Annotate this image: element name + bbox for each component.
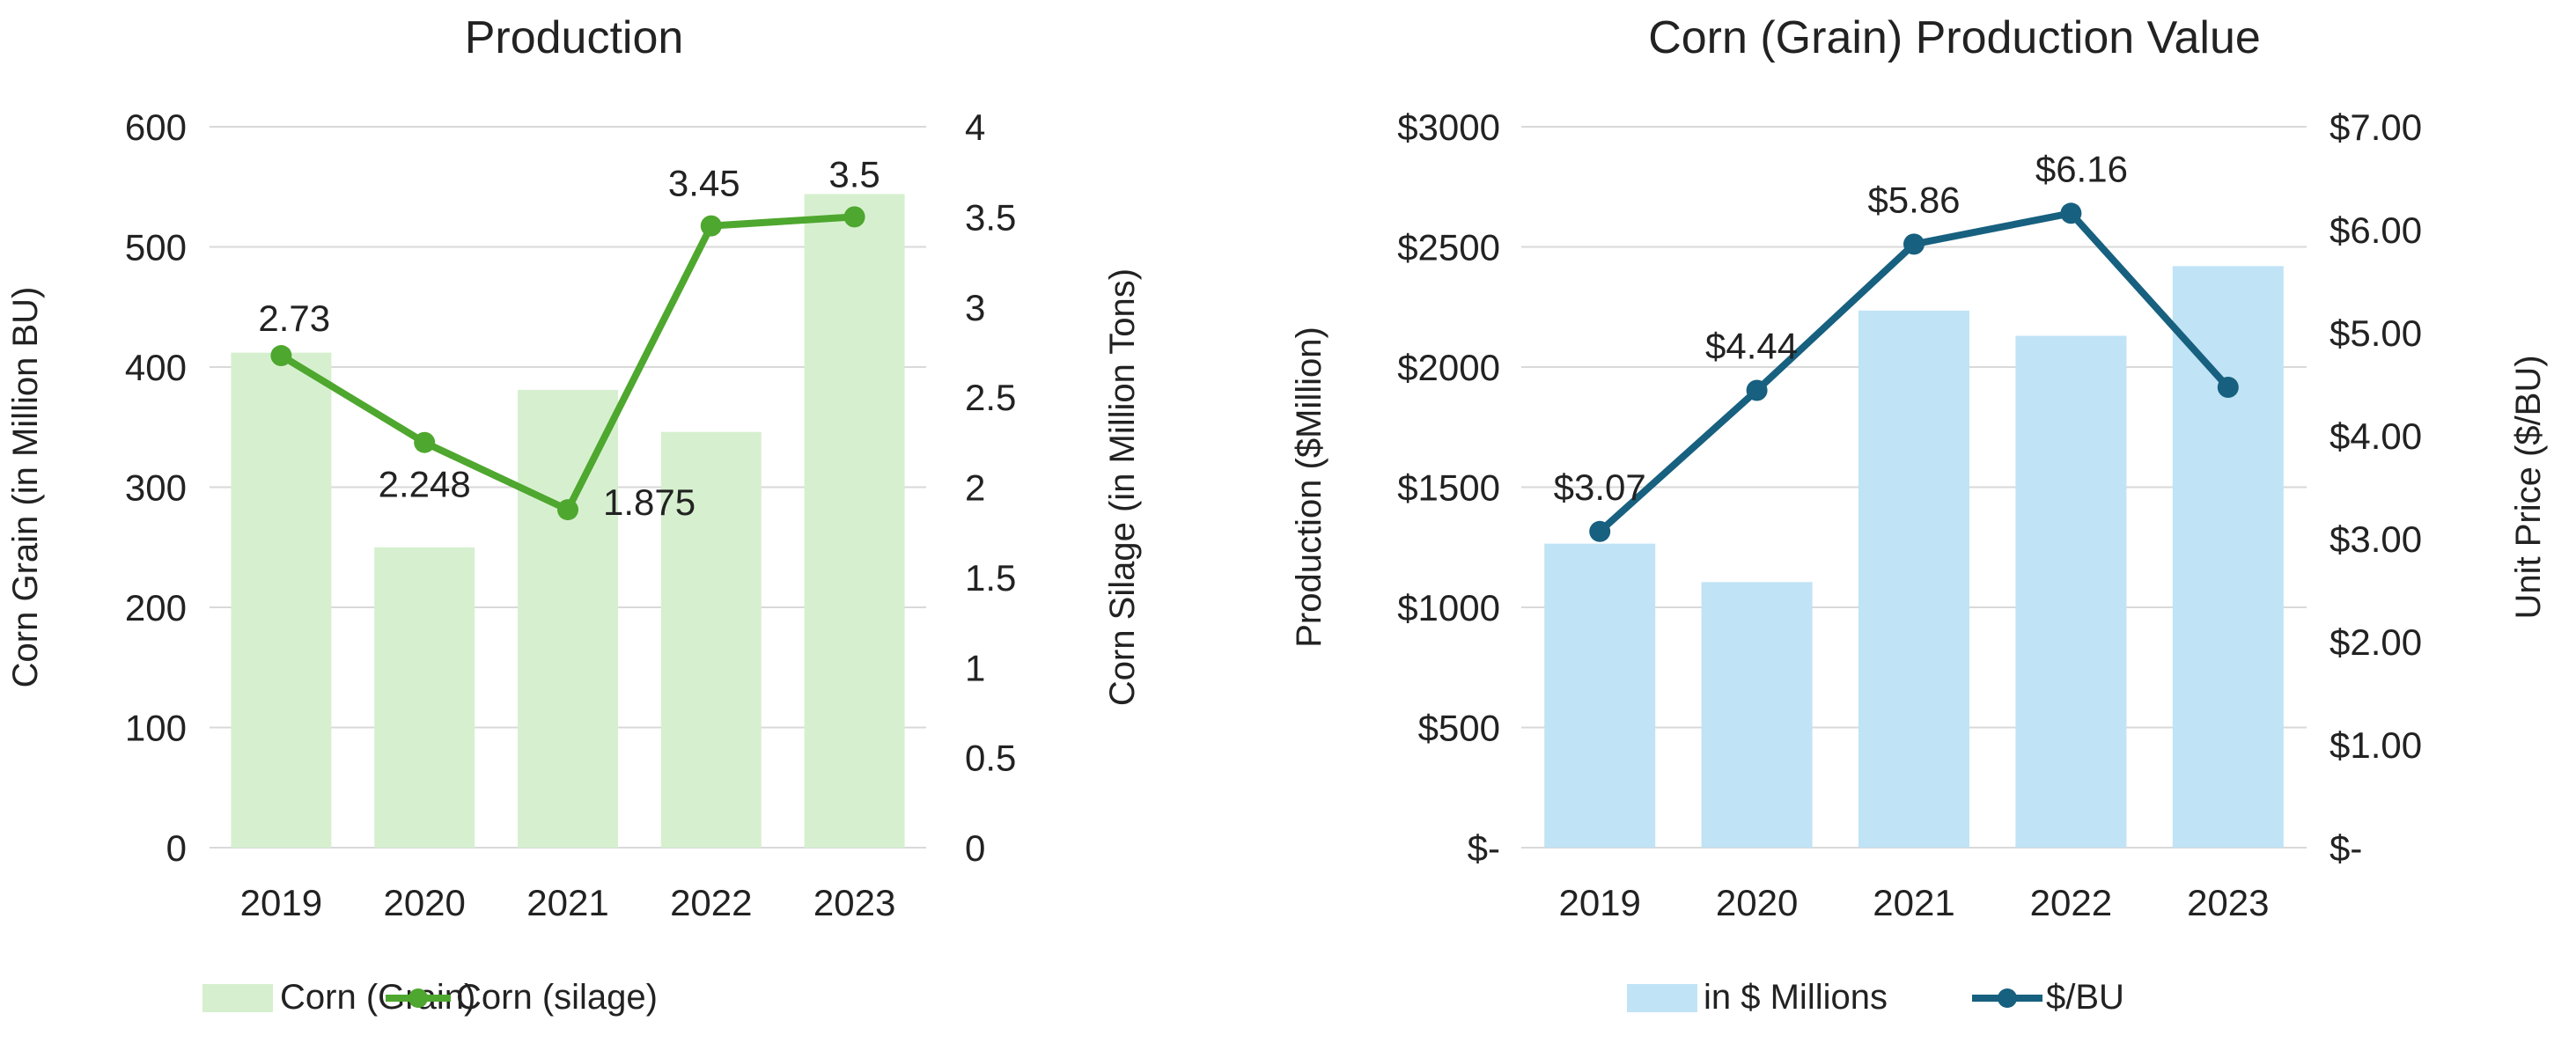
legend-line-marker (408, 988, 428, 1008)
right-axis-tick: 3.5 (965, 196, 1016, 238)
chart-title: Corn (Grain) Production Value (1648, 12, 2261, 63)
line-point (557, 499, 578, 521)
right-axis-tick: $6.00 (2329, 209, 2422, 251)
legend-bar-swatch (202, 984, 273, 1012)
legend-bar-label: in $ Millions (1704, 978, 1888, 1017)
data-label: 3.45 (668, 163, 740, 204)
y-axis-label: Corn Grain (in Million BU) (6, 287, 45, 688)
right-axis-tick: $5.00 (2329, 312, 2422, 354)
right-axis-tick: $7.00 (2329, 107, 2422, 148)
y2-axis-label: Unit Price ($/BU) (2509, 355, 2548, 619)
x-axis-tick: 2020 (383, 882, 465, 923)
x-axis-tick: 2023 (2187, 882, 2269, 923)
line-point (700, 215, 722, 237)
right-axis-tick: 1 (965, 647, 985, 688)
right-axis-tick: 2 (965, 467, 985, 509)
data-label: 2.73 (258, 298, 330, 339)
line-point (1903, 233, 1925, 255)
right-axis-tick: 3 (965, 287, 985, 328)
data-label: $6.16 (2035, 148, 2128, 189)
left-axis-tick: $3000 (1397, 107, 1500, 148)
x-axis-tick: 2023 (813, 882, 895, 923)
bar (804, 194, 905, 848)
line-point (414, 431, 436, 453)
right-axis-tick: $4.00 (2329, 415, 2422, 457)
line-point (1746, 379, 1768, 401)
chart-1: Production 0 100 200 300 400 500 600 0 0.5 1 1.5 2 2.… (6, 12, 1142, 1017)
x-axis-tick: 2019 (240, 882, 322, 923)
left-axis-tick: 300 (125, 467, 187, 509)
y-axis-label: Production ($Million) (1290, 327, 1328, 648)
bar (1544, 543, 1656, 848)
bar (660, 431, 762, 848)
right-axis-tick: $3.00 (2329, 518, 2422, 560)
bar (2172, 266, 2284, 849)
right-axis-tick: 2.5 (965, 377, 1016, 418)
left-axis-tick: $- (1468, 827, 1500, 869)
right-axis-tick: 0 (965, 827, 985, 869)
y2-axis-label: Corn Silage (in Million Tons) (1103, 268, 1142, 706)
x-axis-tick: 2020 (1716, 882, 1798, 923)
right-axis-tick: $1.00 (2329, 724, 2422, 766)
legend-line-marker (1998, 988, 2017, 1008)
right-axis-tick: 0.5 (965, 738, 1016, 779)
data-label: $4.44 (1705, 326, 1798, 367)
left-axis-tick: $2500 (1397, 227, 1500, 268)
left-axis-tick: $1000 (1397, 587, 1500, 628)
left-axis-tick: 0 (166, 827, 187, 869)
right-axis-tick: 4 (965, 107, 985, 148)
chart-2: Corn (Grain) Production Value $- $500 $1000… (1290, 12, 2548, 1017)
legend-bar-swatch (1627, 984, 1697, 1012)
legend-line-label: $/BU (2046, 978, 2124, 1017)
left-axis-tick: 500 (125, 227, 187, 268)
data-label: 2.248 (379, 464, 471, 505)
x-axis-tick: 2021 (1873, 882, 1954, 923)
right-axis-tick: $2.00 (2329, 621, 2422, 663)
bar (1701, 582, 1813, 848)
line-point (270, 345, 292, 367)
data-label: 3.5 (828, 153, 880, 195)
x-axis-tick: 2022 (670, 882, 752, 923)
right-axis-tick: $- (2329, 827, 2362, 869)
left-axis-tick: $1500 (1397, 467, 1500, 509)
x-axis-tick: 2022 (2030, 882, 2112, 923)
data-label: $3.07 (1554, 467, 1646, 508)
bar (1858, 310, 1969, 849)
left-axis-tick: $500 (1418, 708, 1500, 749)
x-axis-tick: 2021 (526, 882, 608, 923)
left-axis-tick: 100 (125, 708, 187, 749)
data-label: $5.86 (1867, 179, 1960, 220)
left-axis-tick: 400 (125, 347, 187, 388)
left-axis-tick: $2000 (1397, 347, 1500, 388)
line-point (1589, 520, 1611, 542)
chart-title: Production (465, 12, 684, 63)
bar (518, 389, 618, 848)
bar (374, 547, 475, 848)
left-axis-tick: 600 (125, 107, 187, 148)
legend-line-label: Corn (silage) (456, 978, 658, 1017)
bar (231, 352, 332, 848)
bar (2015, 335, 2127, 848)
left-axis-tick: 200 (125, 587, 187, 628)
x-axis-tick: 2019 (1558, 882, 1640, 923)
line-point (2217, 377, 2239, 399)
right-axis-tick: 1.5 (965, 557, 1016, 599)
data-label: 1.875 (603, 481, 696, 523)
line-point (843, 206, 865, 228)
line-point (2060, 202, 2082, 224)
